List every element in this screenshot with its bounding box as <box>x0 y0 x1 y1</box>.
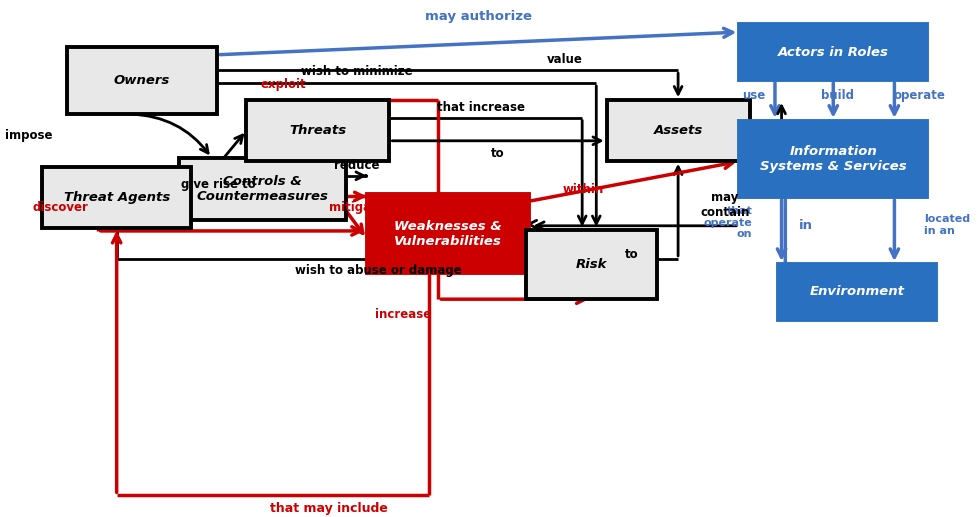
Text: Weaknesses &
Vulnerabilities: Weaknesses & Vulnerabilities <box>394 220 502 248</box>
FancyBboxPatch shape <box>42 167 191 228</box>
Text: increase: increase <box>374 308 431 321</box>
Text: Environment: Environment <box>809 285 905 298</box>
Text: wish to abuse or damage: wish to abuse or damage <box>295 264 462 277</box>
Text: discover: discover <box>32 201 88 214</box>
Text: to: to <box>625 248 639 261</box>
Text: Owners: Owners <box>114 74 171 87</box>
FancyBboxPatch shape <box>525 230 658 299</box>
Text: Controls &
Countermeasures: Controls & Countermeasures <box>197 175 328 203</box>
Text: value: value <box>547 53 583 66</box>
Text: Actors in Roles: Actors in Roles <box>778 45 889 59</box>
Text: use: use <box>742 89 765 102</box>
Text: mitigate: mitigate <box>328 201 384 214</box>
Text: Threat Agents: Threat Agents <box>64 191 170 204</box>
FancyBboxPatch shape <box>739 24 927 80</box>
Text: give rise to: give rise to <box>181 178 256 191</box>
Text: may authorize: may authorize <box>425 10 532 23</box>
FancyBboxPatch shape <box>739 120 927 197</box>
Text: Assets: Assets <box>654 124 703 137</box>
Text: Threats: Threats <box>289 124 347 137</box>
Text: that increase: that increase <box>437 101 525 114</box>
Text: in: in <box>799 219 813 232</box>
Text: exploit: exploit <box>261 78 306 91</box>
Text: to: to <box>491 147 505 160</box>
Text: located
in an: located in an <box>924 215 970 236</box>
Text: impose: impose <box>5 129 53 142</box>
Text: Information
Systems & Services: Information Systems & Services <box>760 145 906 173</box>
FancyBboxPatch shape <box>67 47 218 114</box>
FancyBboxPatch shape <box>607 100 750 161</box>
Text: wish to minimize: wish to minimize <box>301 65 413 78</box>
FancyBboxPatch shape <box>778 264 936 320</box>
FancyBboxPatch shape <box>178 158 346 220</box>
Text: within: within <box>563 183 604 196</box>
Text: reduce: reduce <box>334 159 379 172</box>
Text: build: build <box>821 89 855 102</box>
FancyBboxPatch shape <box>367 193 528 273</box>
FancyBboxPatch shape <box>246 100 389 161</box>
Text: that may include: that may include <box>270 501 388 514</box>
Text: operate: operate <box>894 89 946 102</box>
Text: that
operate
on: that operate on <box>704 206 753 239</box>
Text: may
contain: may contain <box>701 191 750 219</box>
Text: Risk: Risk <box>576 258 608 271</box>
